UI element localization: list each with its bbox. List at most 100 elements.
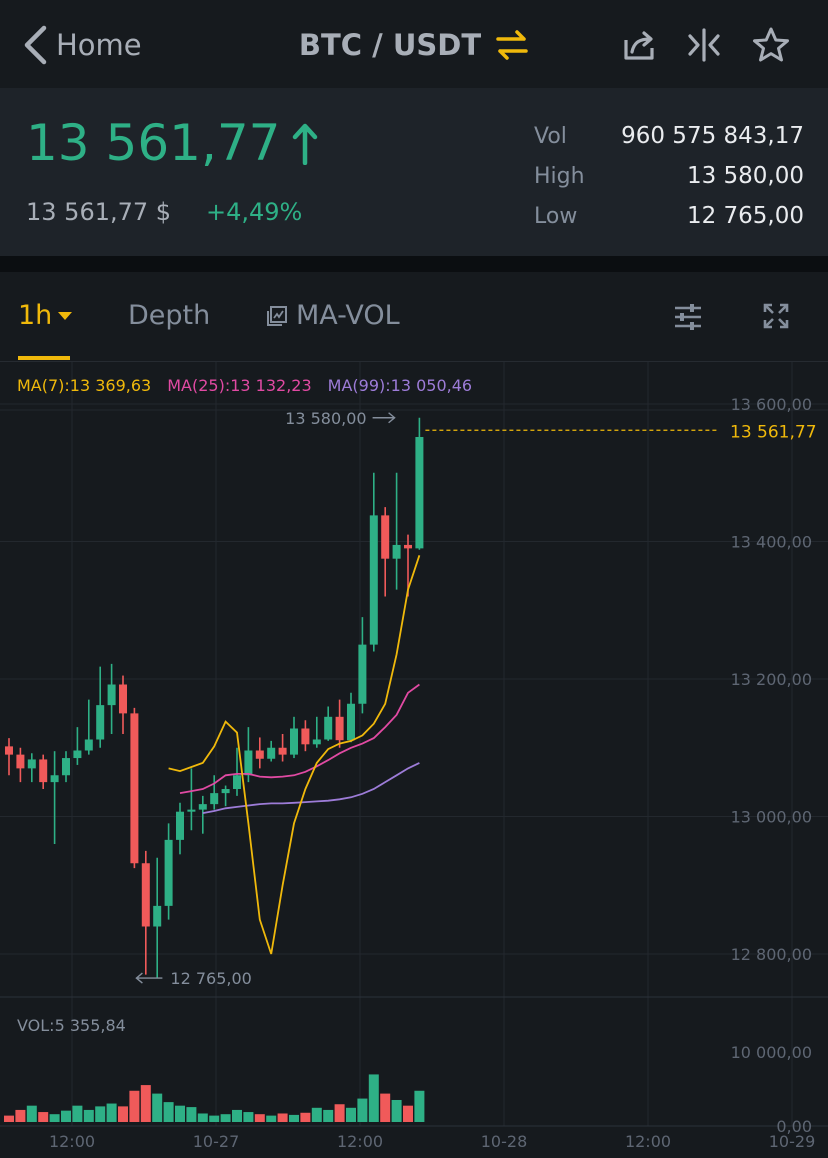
volume-bar — [209, 1115, 220, 1122]
candle-body — [312, 739, 321, 745]
stat-label: Low — [534, 203, 578, 229]
candle-body — [301, 728, 310, 745]
volume-bar — [289, 1114, 299, 1122]
volume-bar — [175, 1105, 185, 1122]
time-tick-label: 10-29 — [769, 1132, 816, 1151]
ma-legend: MA(7):13 369,63 MA(25):13 132,23 MA(99):… — [17, 376, 472, 395]
high-marker-label: 13 580,00 — [285, 409, 366, 428]
candle-body — [84, 739, 93, 751]
nav-actions — [622, 22, 790, 68]
candle-body — [50, 775, 59, 783]
section-divider — [0, 256, 828, 272]
volume-bar — [118, 1106, 128, 1122]
time-tick-label: 10-27 — [193, 1132, 240, 1151]
volume-bar — [334, 1104, 345, 1122]
volume-legend: VOL:5 355,84 — [17, 1016, 126, 1035]
time-tick-label: 12:00 — [337, 1132, 383, 1151]
last-price-value: 13 561,77 — [26, 114, 281, 172]
candle-body — [278, 747, 287, 755]
candle-body — [153, 905, 162, 927]
volume-bar — [49, 1114, 60, 1122]
candle-body — [347, 703, 355, 741]
ticker-panel: 13 561,77 13 561,77 $ +4,49% Vol 960 575… — [0, 88, 828, 256]
volume-bar — [300, 1112, 311, 1122]
candle-body — [233, 775, 241, 789]
tab-indicator[interactable]: MA-VOL — [266, 300, 400, 331]
ma25-label: MA(25):13 132,23 — [167, 376, 312, 395]
current-price-label: 13 561,77 — [730, 422, 817, 442]
tab-interval[interactable]: 1h — [18, 300, 74, 331]
volume-bar — [266, 1115, 277, 1122]
candle-body — [335, 716, 344, 741]
fullscreen-icon[interactable] — [762, 302, 790, 330]
stat-value: 960 575 843,17 — [621, 123, 804, 149]
volume-bar — [72, 1105, 83, 1122]
low-marker-label: 12 765,00 — [170, 969, 251, 988]
volume-bar — [323, 1109, 334, 1122]
candle-body — [324, 716, 333, 740]
volume-bar — [357, 1098, 368, 1122]
volume-bar — [403, 1105, 413, 1122]
compare-icon[interactable] — [686, 28, 722, 62]
candle-body — [62, 758, 70, 776]
volume-bar — [163, 1102, 174, 1122]
volume-bar — [186, 1107, 197, 1122]
stat-volume: Vol 960 575 843,17 — [534, 116, 804, 156]
candle-body — [107, 684, 116, 706]
arrow-up-icon — [293, 123, 318, 165]
candle-body — [255, 750, 264, 759]
ma7-line — [168, 555, 421, 955]
tab-depth[interactable]: Depth — [128, 300, 210, 331]
low-marker-arrow — [135, 972, 163, 984]
candle-body — [392, 544, 401, 559]
stats-block: Vol 960 575 843,17 High 13 580,00 Low 12… — [534, 116, 804, 236]
chevron-left-icon — [24, 25, 47, 65]
ma99-line — [202, 762, 420, 814]
volume-bar — [346, 1107, 356, 1122]
volume-bar — [368, 1074, 379, 1122]
volume-bar — [197, 1113, 208, 1122]
volume-bar — [414, 1090, 425, 1122]
share-icon[interactable] — [622, 28, 656, 62]
back-label: Home — [56, 28, 142, 62]
volume-bar — [61, 1110, 71, 1122]
volume-bar — [38, 1112, 49, 1122]
candle-body — [244, 750, 253, 776]
volume-bar — [95, 1106, 106, 1122]
volume-bar — [311, 1107, 322, 1122]
star-icon[interactable] — [752, 27, 790, 63]
pair-header: BTC / USDT — [0, 22, 828, 68]
pair-title[interactable]: BTC / USDT — [298, 28, 482, 62]
price-tick-label: 12 800,00 — [731, 945, 812, 964]
chart-box-icon — [267, 305, 287, 326]
candle-body — [381, 515, 390, 559]
volume-bar — [391, 1099, 402, 1122]
swap-icon[interactable] — [495, 28, 529, 62]
volume-bar — [15, 1109, 26, 1122]
candle-body — [198, 804, 207, 810]
last-price: 13 561,77 — [26, 114, 318, 172]
ma99-label: MA(99):13 050,46 — [327, 376, 473, 395]
volume-bar — [220, 1114, 231, 1122]
stat-label: Vol — [534, 123, 567, 149]
stat-low: Low 12 765,00 — [534, 196, 804, 236]
nav-bar: Home BTC / USDT — [0, 0, 828, 88]
chart-area[interactable]: 13 600,00 13 400,00 13 200,00 13 000,00 12 8… — [0, 362, 828, 1158]
volume-bar — [4, 1115, 14, 1122]
time-tick-label: 10-28 — [481, 1132, 528, 1151]
settings-sliders-icon[interactable] — [672, 302, 704, 332]
volume-bar — [277, 1113, 288, 1122]
tab-active-indicator — [18, 356, 70, 360]
time-tick-label: 12:00 — [625, 1132, 671, 1151]
back-button[interactable]: Home — [22, 22, 142, 68]
candle-body — [39, 759, 48, 783]
volume-bar — [232, 1109, 242, 1122]
stat-value: 12 765,00 — [686, 203, 804, 229]
caret-down-icon — [58, 311, 73, 320]
candlestick-chart[interactable]: 13 600,00 13 400,00 13 200,00 13 000,00 12 8… — [0, 362, 828, 1158]
ma7-label: MA(7):13 369,63 — [17, 376, 152, 395]
ma25-line — [179, 683, 420, 794]
candle-body — [164, 839, 173, 906]
volume-bar — [129, 1090, 140, 1122]
price-tick-label: 13 000,00 — [731, 808, 812, 827]
